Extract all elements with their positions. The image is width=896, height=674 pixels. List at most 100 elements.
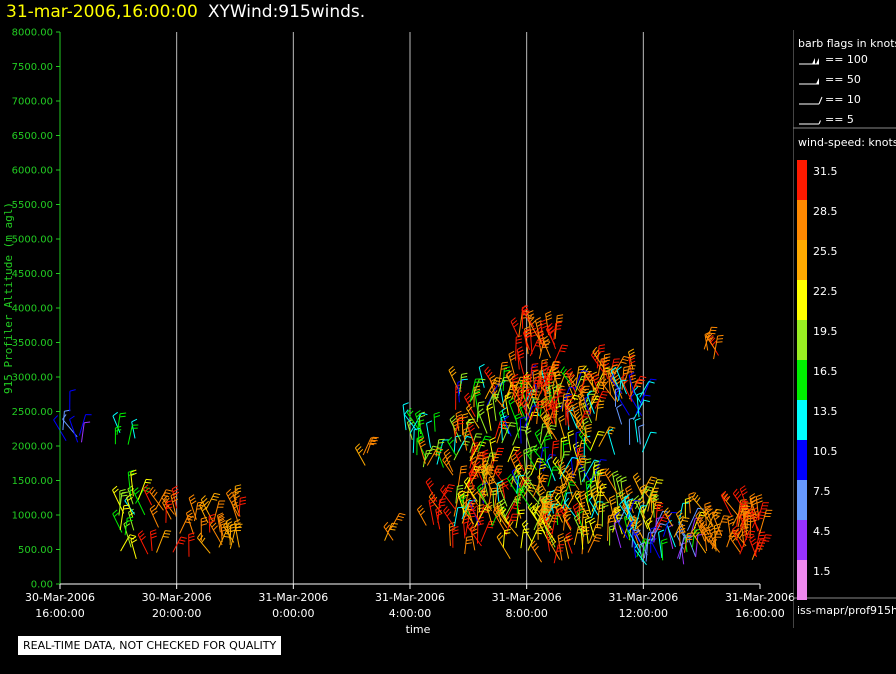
y-axis-label: 915 Profiler Altitude (m agl) [2, 202, 15, 394]
barb-flag [562, 368, 567, 375]
barb-flag [565, 507, 572, 510]
barb-flag [609, 426, 616, 429]
barb-flag [511, 507, 519, 510]
y-tick-label: 500.00 [18, 545, 53, 556]
barb-flag [137, 530, 144, 535]
wind-barb [538, 463, 546, 491]
barb-flag [558, 415, 565, 420]
wind-barb [534, 317, 543, 345]
wind-barb [571, 402, 580, 426]
barb-flag [593, 464, 600, 468]
wind-barb [626, 499, 641, 518]
barb-shaft [464, 396, 476, 418]
barb-flag [458, 493, 465, 498]
barb-flag [476, 471, 483, 474]
colorbar-label: 19.5 [813, 325, 838, 338]
barb-flag [500, 501, 506, 506]
barb-flag [629, 417, 636, 420]
barb-flag [551, 364, 558, 369]
barb-flag [507, 373, 513, 379]
barb-flag [543, 338, 550, 344]
barb-flag [593, 539, 600, 542]
colorbar-swatch [797, 440, 807, 480]
wind-barb [426, 420, 433, 448]
barb-flag [652, 495, 659, 498]
barb-flag [460, 471, 467, 474]
barb-flag [449, 368, 456, 374]
barb-shaft [732, 529, 743, 550]
barb-flag [150, 532, 157, 536]
barb-flag [358, 448, 364, 454]
barb-flag [696, 516, 702, 522]
barb-flag [504, 532, 511, 535]
barb-flag [708, 533, 714, 540]
wind-barb [540, 397, 549, 417]
barb-shaft [470, 465, 481, 485]
barb-flag [696, 497, 701, 503]
barb-flag [527, 451, 533, 457]
barb-flag [534, 429, 541, 434]
barb-flag [705, 508, 712, 512]
wind-barb [428, 497, 436, 525]
barb-shaft [467, 526, 482, 547]
barb-flag [714, 515, 720, 521]
barb-flag [566, 393, 572, 397]
wind-barb [532, 502, 545, 523]
barb-flag [478, 486, 484, 492]
barb-shaft [581, 459, 595, 483]
barb-flag [570, 473, 577, 476]
barb-flag [115, 425, 122, 429]
barb-flag [151, 507, 157, 513]
barb-flag [561, 436, 568, 439]
barb-flag [489, 385, 494, 391]
barb-shaft [476, 402, 479, 423]
barb-flag [552, 456, 557, 463]
wind-barb [578, 429, 592, 451]
barb-flag [504, 529, 511, 532]
barb-shaft [538, 503, 544, 524]
barb-shaft [538, 465, 541, 491]
barb-shaft [481, 465, 489, 486]
barb-shaft [562, 492, 568, 510]
wind-barb [496, 421, 510, 444]
barb-flag [725, 496, 731, 502]
barb-shaft [667, 527, 674, 550]
barb-flag [510, 317, 516, 322]
barb-shaft [494, 508, 508, 529]
wind-barb [530, 540, 543, 563]
wind-barb [541, 360, 549, 387]
wind-barb [609, 524, 616, 546]
wind-barb [155, 489, 173, 510]
barb-flag [217, 512, 224, 516]
barb-flag [573, 394, 580, 397]
barb-flag [127, 516, 134, 519]
barb-flag [452, 526, 459, 529]
barb-flag [396, 518, 403, 521]
barb-flag [164, 492, 171, 495]
wind-barb [560, 436, 568, 460]
barb-flag [500, 415, 507, 419]
barb-flag [139, 533, 145, 538]
barb-shaft [500, 417, 503, 441]
barb-flag [498, 535, 504, 541]
data-source-label: iss-mapr/prof915h [797, 604, 896, 617]
barb-flag [633, 386, 639, 392]
wind-barb [418, 437, 426, 464]
barb-shaft [544, 420, 558, 441]
wind-barb [502, 529, 511, 548]
barb-shaft [229, 524, 232, 545]
barb-legend-5: == 5 [797, 113, 896, 127]
wind-barb [489, 437, 497, 462]
barb-flag [557, 314, 564, 317]
barb-legend-100: == 100 [797, 53, 896, 67]
barb-flag [539, 463, 546, 467]
x-tick-date: 31-Mar-2006 [725, 591, 795, 604]
colorbar-swatch [797, 560, 807, 600]
barb-flag [476, 464, 482, 469]
wind-barb [649, 523, 667, 544]
barb-flag [188, 532, 195, 535]
x-tick-time: 16:00:00 [735, 607, 784, 620]
barb-flag [574, 505, 580, 511]
barb-flag [150, 535, 157, 539]
wind-barb [474, 390, 482, 419]
